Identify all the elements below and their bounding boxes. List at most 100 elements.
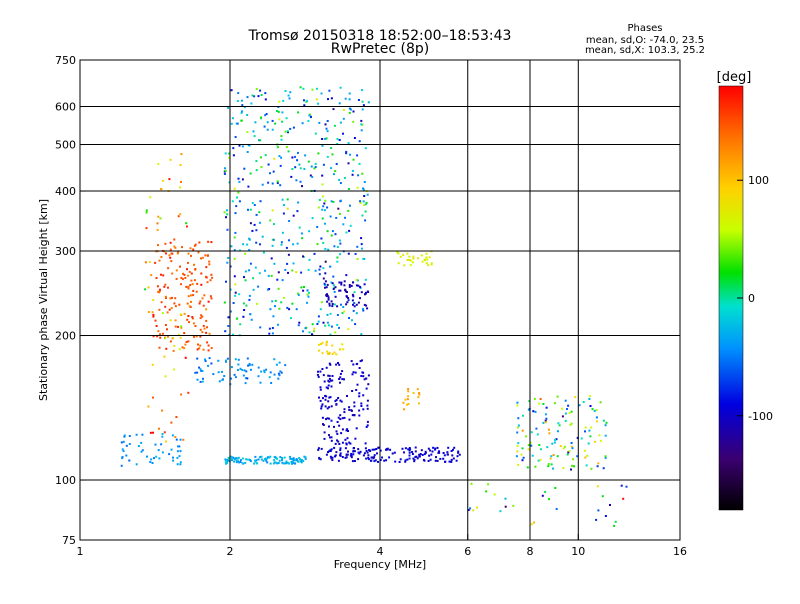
- data-point: [374, 459, 377, 462]
- data-point: [234, 283, 237, 286]
- data-point: [352, 309, 355, 312]
- data-point: [257, 366, 260, 369]
- data-point: [227, 325, 230, 327]
- data-point: [205, 266, 208, 269]
- data-point: [362, 104, 365, 107]
- data-point: [583, 449, 586, 452]
- data-point: [527, 444, 530, 447]
- data-point: [160, 301, 163, 304]
- data-point: [321, 208, 324, 211]
- data-point: [241, 369, 244, 371]
- data-point: [226, 209, 228, 212]
- colorbar-tick-label: 100: [748, 174, 769, 187]
- data-point: [329, 396, 332, 399]
- data-point: [347, 328, 350, 331]
- data-point: [218, 380, 221, 383]
- data-point: [273, 461, 276, 464]
- data-point: [406, 259, 409, 261]
- data-point: [267, 274, 270, 277]
- data-point: [164, 305, 167, 308]
- data-point: [306, 289, 309, 292]
- data-point: [224, 330, 227, 333]
- data-point: [544, 419, 547, 422]
- data-point: [348, 418, 351, 421]
- data-point: [242, 315, 245, 318]
- data-point: [236, 317, 239, 320]
- data-point: [257, 285, 260, 288]
- data-point: [324, 324, 327, 327]
- data-point: [294, 459, 297, 462]
- data-point: [232, 154, 235, 157]
- data-point: [285, 117, 288, 120]
- data-point: [516, 445, 519, 447]
- data-point: [403, 264, 406, 267]
- data-point: [291, 156, 294, 159]
- data-point: [217, 371, 220, 374]
- data-point: [364, 147, 367, 150]
- data-point: [302, 460, 305, 463]
- data-point: [366, 451, 369, 454]
- data-point: [121, 457, 124, 460]
- data-point: [333, 351, 336, 354]
- data-point: [179, 450, 182, 453]
- data-point: [359, 450, 362, 453]
- data-point: [323, 282, 326, 285]
- data-point: [185, 341, 188, 343]
- data-point: [340, 303, 342, 306]
- data-point: [309, 115, 312, 118]
- data-point: [135, 463, 138, 466]
- data-point: [152, 335, 155, 338]
- data-point: [263, 125, 266, 128]
- data-point: [327, 384, 330, 387]
- data-point: [599, 401, 602, 404]
- data-point: [485, 490, 488, 493]
- data-point: [298, 163, 301, 166]
- data-point: [262, 459, 265, 462]
- data-point: [335, 216, 338, 219]
- data-point: [157, 330, 160, 333]
- data-point: [536, 433, 539, 436]
- data-point: [313, 167, 316, 170]
- data-point: [199, 317, 202, 320]
- data-point: [326, 120, 329, 122]
- data-point: [521, 429, 524, 432]
- data-point: [248, 298, 251, 301]
- data-point: [235, 459, 238, 462]
- data-point: [258, 221, 261, 224]
- data-point: [169, 319, 172, 322]
- data-point: [171, 252, 174, 255]
- data-point: [279, 370, 282, 373]
- data-point: [284, 90, 287, 92]
- data-point: [282, 212, 285, 215]
- data-point: [294, 155, 296, 158]
- data-point: [237, 456, 240, 459]
- data-point: [530, 523, 533, 526]
- data-point: [448, 460, 451, 463]
- data-point: [330, 147, 333, 149]
- data-point: [364, 442, 367, 445]
- phase-stats-title: Phases: [627, 23, 662, 34]
- data-point: [288, 239, 290, 242]
- data-point: [140, 450, 143, 453]
- data-point: [306, 99, 309, 102]
- data-point: [341, 370, 344, 373]
- data-point: [586, 454, 589, 457]
- data-point: [265, 459, 268, 462]
- data-point: [412, 257, 415, 260]
- data-point: [352, 158, 355, 161]
- data-point: [403, 408, 405, 411]
- data-point: [208, 357, 211, 360]
- data-point: [157, 449, 160, 452]
- data-point: [357, 284, 360, 287]
- data-point: [170, 260, 173, 263]
- data-point: [186, 225, 188, 228]
- data-point: [166, 311, 169, 314]
- data-point: [590, 467, 593, 470]
- data-point: [267, 181, 270, 184]
- data-point: [145, 227, 148, 230]
- data-point: [367, 456, 370, 459]
- data-point: [207, 364, 210, 367]
- data-point: [201, 331, 204, 334]
- data-point: [324, 272, 327, 275]
